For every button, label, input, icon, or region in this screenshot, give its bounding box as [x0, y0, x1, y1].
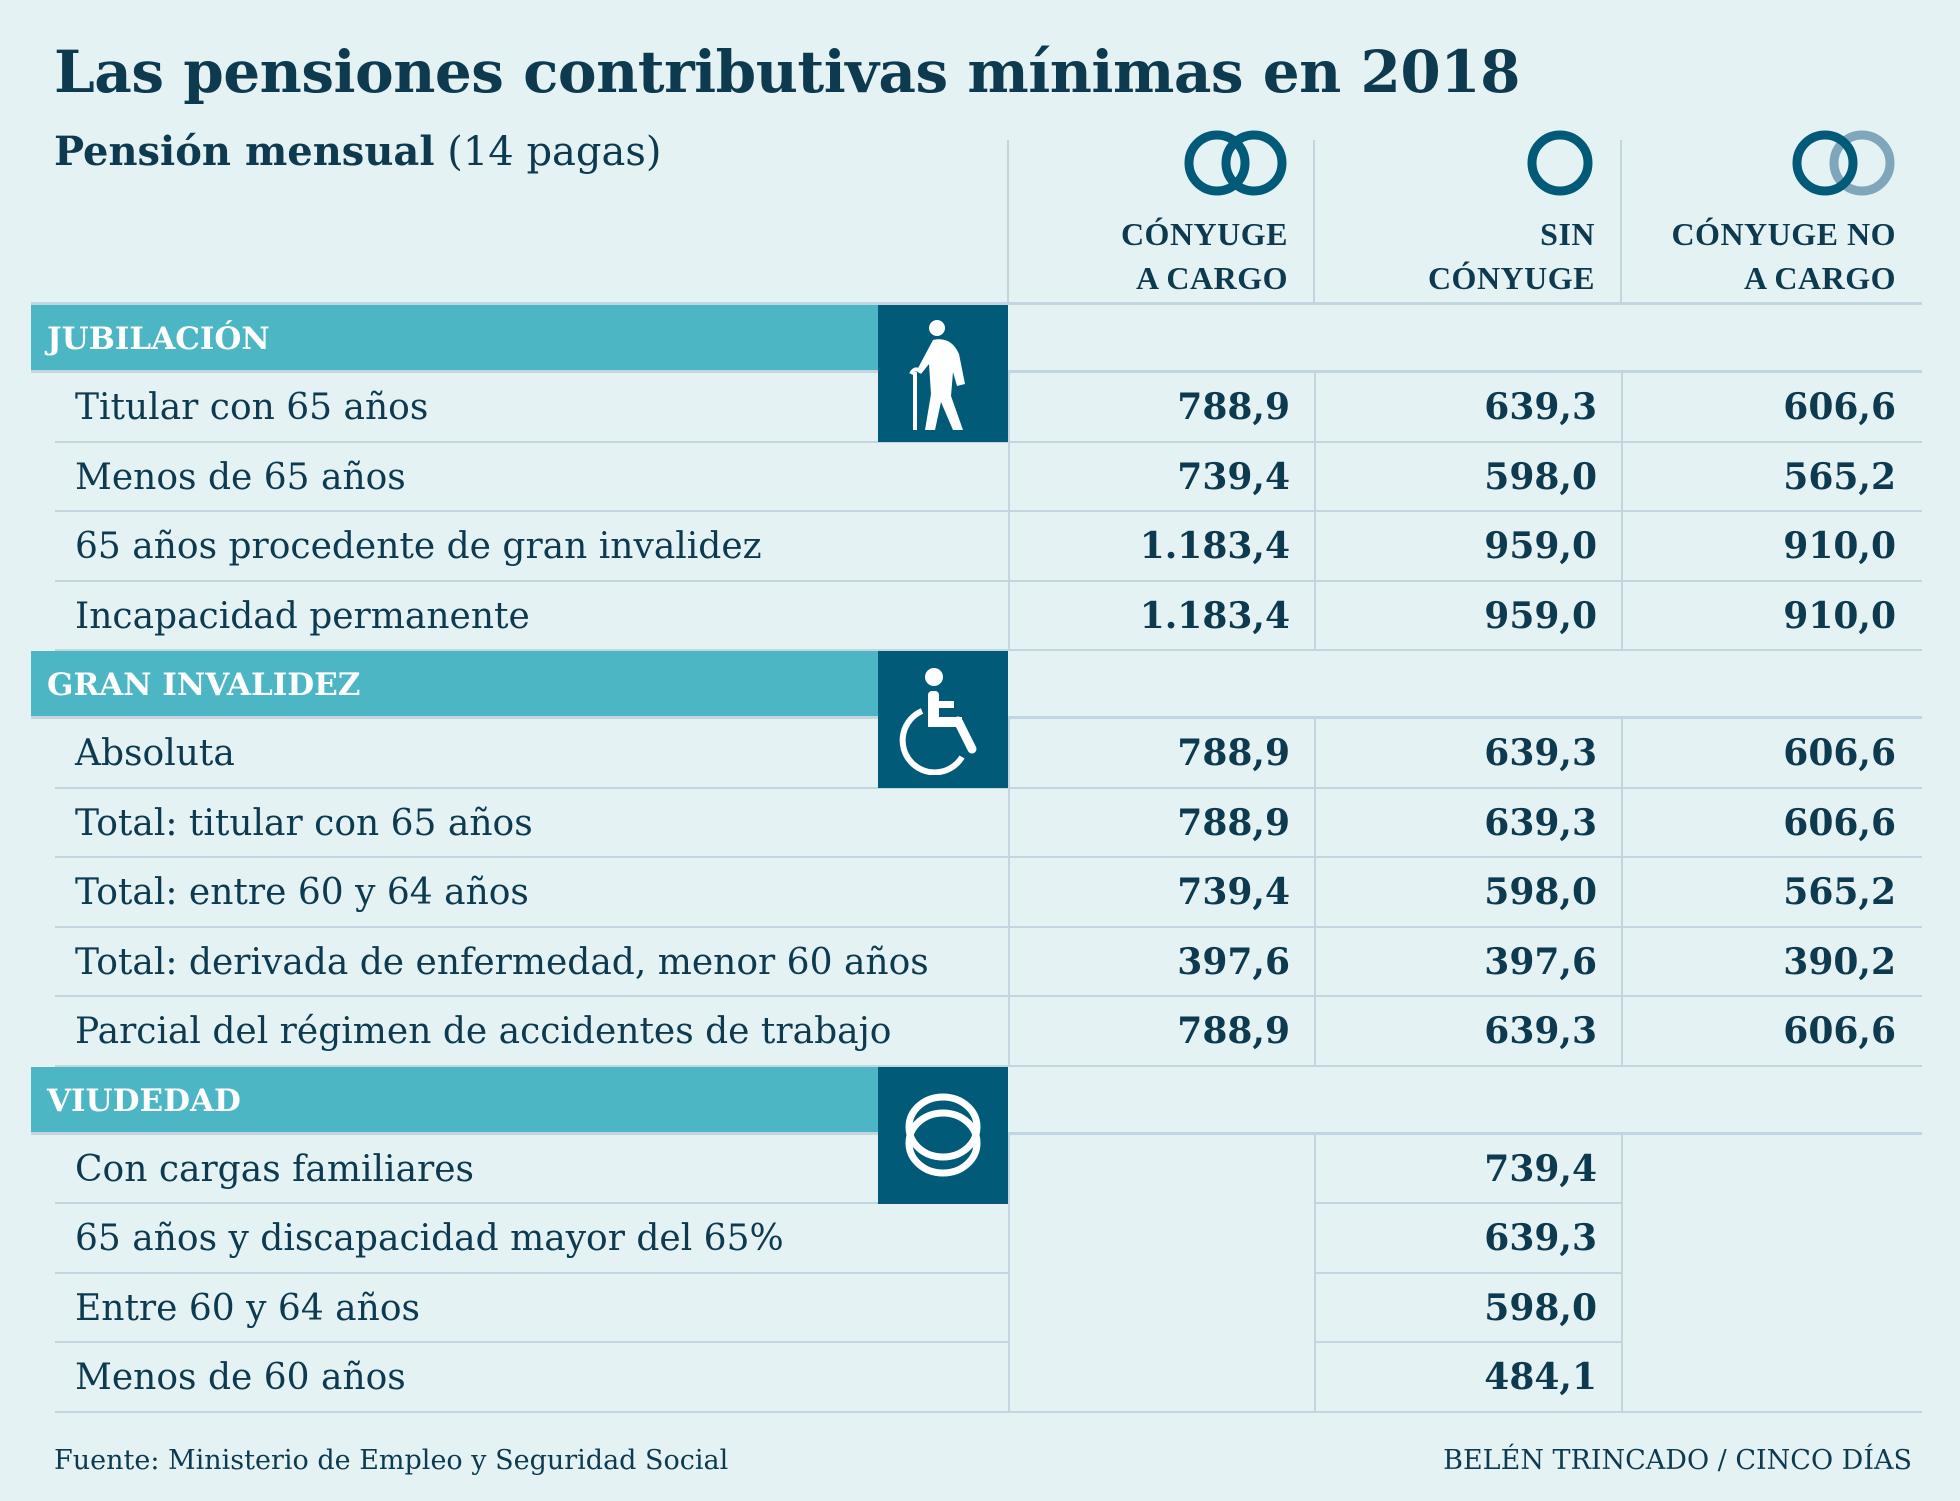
value-cell: 598,0	[1314, 442, 1621, 512]
table-row: 65 años procedente de gran invalidez 1.18…	[55, 512, 1922, 582]
table-row: Incapacidad permanente 1.183,4 959,0 910,0	[55, 581, 1922, 651]
section-title: VIUDEDAD	[31, 1066, 878, 1132]
empty-cell	[1621, 1134, 1922, 1204]
value-cell: 739,4	[1314, 1134, 1621, 1204]
value-cell: 739,4	[1008, 442, 1314, 512]
value-cell: 565,2	[1621, 858, 1922, 928]
empty-cell	[1008, 1134, 1314, 1204]
table-row: Entre 60 y 64 años 598,0	[55, 1273, 1922, 1343]
table-row: Absoluta 788,9 639,3 606,6	[55, 719, 1922, 789]
value-cell: 788,9	[1008, 788, 1314, 858]
pension-table: JUBILACIÓN Titular con 65 años 788,9 639,3…	[31, 302, 1922, 1413]
value-cell: 598,0	[1314, 858, 1621, 928]
value-cell: 959,0	[1314, 512, 1621, 582]
column-header-sin-conyuge: SIN CÓNYUGE	[1428, 128, 1595, 300]
row-label: Titular con 65 años	[55, 373, 1008, 443]
value-cell: 606,6	[1621, 373, 1922, 443]
row-label: Con cargas familiares	[55, 1135, 1008, 1204]
divider	[1313, 140, 1315, 304]
column-header-line: SIN	[1540, 216, 1595, 252]
value-cell: 598,0	[1314, 1273, 1621, 1343]
value-cell: 1.183,4	[1008, 581, 1314, 651]
value-cell: 606,6	[1621, 997, 1922, 1067]
value-cell: 910,0	[1621, 581, 1922, 651]
value-cell: 788,9	[1008, 997, 1314, 1067]
table-row: Total: derivada de enfermedad, menor 60 …	[55, 927, 1922, 997]
value-cell: 565,2	[1621, 442, 1922, 512]
section-title: GRAN INVALIDEZ	[31, 651, 878, 716]
value-cell: 788,9	[1008, 719, 1314, 789]
empty-cell	[1008, 1204, 1314, 1274]
table-row: Total: titular con 65 años 788,9 639,3 606,…	[55, 788, 1922, 858]
wheelchair-icon	[878, 651, 1008, 788]
subtitle-bold: Pensión mensual	[54, 128, 435, 175]
column-header-line: CÓNYUGE	[1427, 260, 1595, 296]
value-cell: 639,3	[1314, 719, 1621, 789]
table-row: Total: entre 60 y 64 años 739,4 598,0 565,2	[55, 858, 1922, 928]
section-title: JUBILACIÓN	[31, 305, 878, 370]
row-label: 65 años y discapacidad mayor del 65%	[55, 1204, 1008, 1274]
row-label: Menos de 60 años	[55, 1343, 1008, 1413]
two-rings-one-faded-icon	[1792, 130, 1895, 196]
source-note: Fuente: Ministerio de Empleo y Seguridad…	[54, 1445, 729, 1476]
value-cell: 639,3	[1314, 788, 1621, 858]
empty-cell	[1008, 1273, 1314, 1343]
row-label: Parcial del régimen de accidentes de tra…	[55, 997, 1008, 1067]
empty-cell	[1008, 1343, 1314, 1413]
value-cell: 484,1	[1314, 1343, 1621, 1413]
table-row: Con cargas familiares 739,4	[55, 1134, 1922, 1204]
row-label: Entre 60 y 64 años	[55, 1274, 1008, 1343]
column-header-line: A CARGO	[1136, 260, 1288, 296]
section-header: VIUDEDAD	[31, 1066, 1922, 1204]
row-label: 65 años procedente de gran invalidez	[55, 512, 1008, 582]
divider	[1620, 140, 1622, 304]
value-cell: 390,2	[1621, 927, 1922, 997]
two-rings-icon	[1184, 130, 1287, 196]
table-row: Menos de 60 años 484,1	[55, 1343, 1922, 1413]
row-label: Menos de 65 años	[55, 443, 1008, 512]
empty-cell	[1621, 1343, 1922, 1413]
chart-subtitle: Pensión mensual (14 pagas)	[54, 128, 662, 175]
column-header-line: CÓNYUGE NO	[1671, 216, 1896, 252]
single-ring-icon	[1527, 130, 1593, 196]
section-header: JUBILACIÓN	[31, 305, 1922, 442]
table-row: Menos de 65 años 739,4 598,0 565,2	[55, 442, 1922, 512]
section-header: GRAN INVALIDEZ	[31, 651, 1922, 788]
table-row: Titular con 65 años 788,9 639,3 606,6	[55, 373, 1922, 443]
table-row: Parcial del régimen de accidentes de tra…	[55, 997, 1922, 1067]
value-cell: 1.183,4	[1008, 512, 1314, 582]
column-header-conyuge-no-a-cargo: CÓNYUGE NO A CARGO	[1671, 128, 1896, 300]
row-label: Total: derivada de enfermedad, menor 60 …	[55, 928, 1008, 997]
row-label: Absoluta	[55, 719, 1008, 789]
column-header-line: A CARGO	[1744, 260, 1896, 296]
value-cell: 606,6	[1621, 788, 1922, 858]
value-cell: 606,6	[1621, 719, 1922, 789]
value-cell: 639,3	[1314, 997, 1621, 1067]
empty-cell	[1621, 1273, 1922, 1343]
column-header-line: CÓNYUGE	[1120, 216, 1288, 252]
value-cell: 639,3	[1314, 1204, 1621, 1274]
column-header-conyuge-a-cargo: CÓNYUGE A CARGO	[1121, 128, 1288, 300]
value-cell: 910,0	[1621, 512, 1922, 582]
row-label: Total: titular con 65 años	[55, 789, 1008, 858]
row-label: Total: entre 60 y 64 años	[55, 858, 1008, 928]
chart-title: Las pensiones contributivas mínimas en 2…	[54, 38, 1520, 106]
credit: BELÉN TRINCADO / CINCO DÍAS	[1443, 1445, 1912, 1476]
value-cell: 639,3	[1314, 373, 1621, 443]
empty-cell	[1621, 1204, 1922, 1274]
row-label: Incapacidad permanente	[55, 582, 1008, 651]
divider	[1007, 140, 1009, 304]
table-row: 65 años y discapacidad mayor del 65% 639,…	[55, 1204, 1922, 1274]
value-cell: 739,4	[1008, 858, 1314, 928]
wedding-rings-icon	[878, 1066, 1008, 1204]
value-cell: 788,9	[1008, 373, 1314, 443]
subtitle-rest: (14 pagas)	[434, 129, 662, 175]
value-cell: 959,0	[1314, 581, 1621, 651]
value-cell: 397,6	[1314, 927, 1621, 997]
elderly-person-icon	[878, 305, 1008, 442]
value-cell: 397,6	[1008, 927, 1314, 997]
